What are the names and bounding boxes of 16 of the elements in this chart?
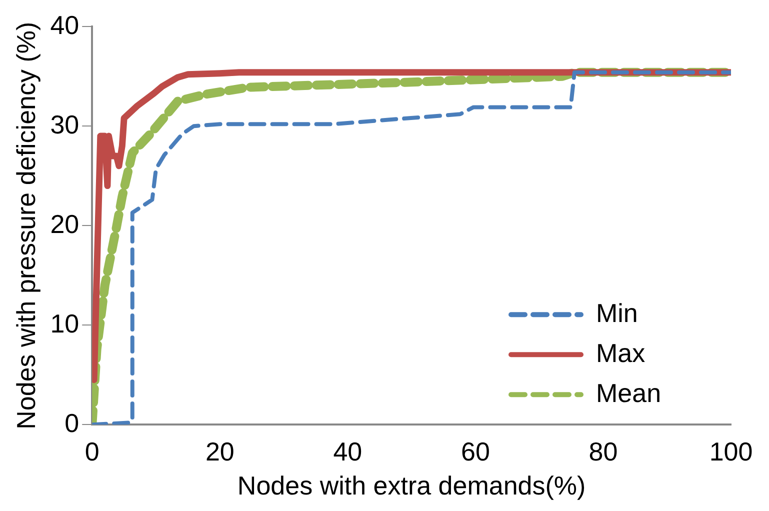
y-axis-title: Nodes with pressure deficiency (%) xyxy=(10,22,41,430)
y-tick-label: 10 xyxy=(50,308,80,338)
y-tick-label: 0 xyxy=(64,408,80,438)
x-tick-label: 60 xyxy=(460,436,490,466)
y-tick-label: 40 xyxy=(50,10,80,40)
legend-label: Min xyxy=(596,298,638,328)
legend-label: Mean xyxy=(596,378,662,408)
x-axis-title: Nodes with extra demands(%) xyxy=(237,470,586,501)
x-tick-label: 0 xyxy=(84,436,100,466)
x-tick-label: 40 xyxy=(333,436,362,466)
x-tick-label: 80 xyxy=(588,436,618,466)
x-tick-label: 100 xyxy=(709,436,753,466)
x-tick-label: 20 xyxy=(205,436,234,466)
legend-label: Max xyxy=(596,338,646,368)
y-tick-label: 20 xyxy=(50,208,80,239)
y-tick-label: 30 xyxy=(50,109,80,140)
